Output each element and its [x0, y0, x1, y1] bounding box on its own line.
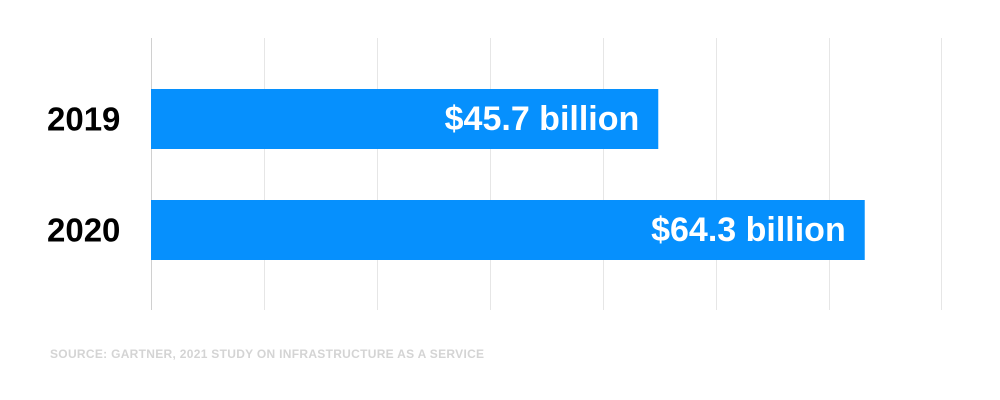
bar-2019	[151, 89, 659, 149]
data-labels: $45.7 billion $64.3 billion	[445, 100, 846, 249]
data-label: $45.7 billion	[445, 100, 640, 138]
category-label: 2020	[47, 212, 120, 249]
chart-bars	[151, 89, 865, 260]
category-labels: 2019 2020	[47, 101, 120, 249]
source-note: SOURCE: GARTNER, 2021 STUDY ON INFRASTRU…	[50, 347, 485, 361]
data-label: $64.3 billion	[651, 211, 846, 249]
chart-grid	[151, 38, 942, 310]
bar-2020	[151, 200, 865, 260]
category-label: 2019	[47, 101, 120, 138]
